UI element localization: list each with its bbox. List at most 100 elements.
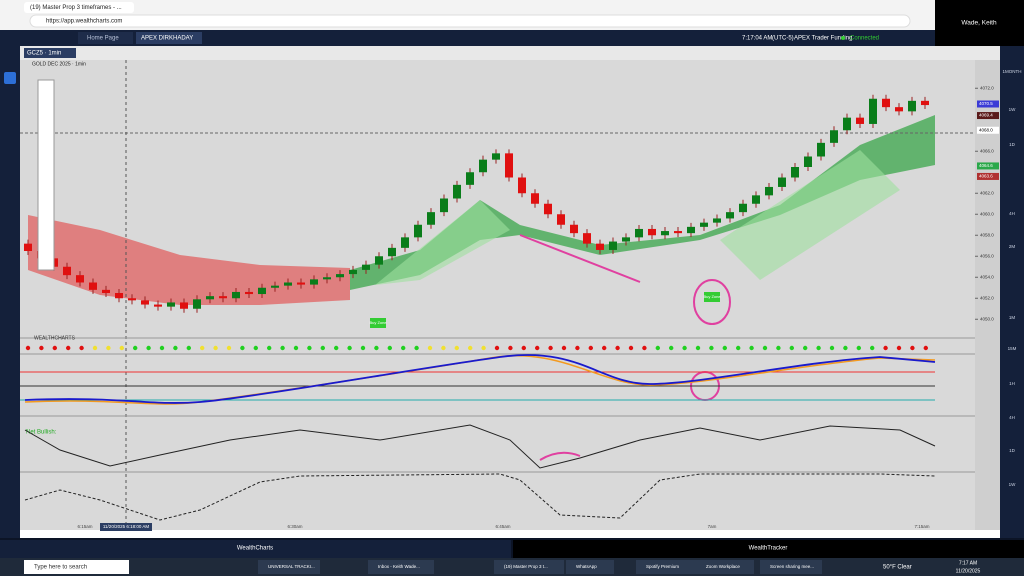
chart-title: GOLD DEC 2025 · 1min [32, 61, 86, 67]
indicator-name: WEALTHCHARTS [34, 335, 76, 341]
taskbar-app[interactable] [760, 560, 822, 574]
taskbar-app[interactable] [368, 560, 434, 574]
clock: 7:17:04 AM [742, 36, 772, 42]
annotation-stroke [519, 234, 641, 461]
taskbar-app-label: WhatsApp [576, 564, 597, 569]
candle [440, 198, 448, 213]
taskbar-app[interactable] [566, 560, 614, 574]
connection: Connected [850, 36, 879, 42]
signal-dot [267, 345, 272, 351]
candle [518, 177, 526, 194]
symbol-tab[interactable] [24, 48, 76, 58]
candle [362, 264, 370, 270]
signal-dot [923, 345, 928, 351]
price-label: 4052.0 [980, 295, 994, 300]
account: APEX Trader Funding [794, 36, 852, 42]
timeframe[interactable]: 4H [1009, 211, 1015, 216]
footer-tab[interactable] [0, 540, 511, 558]
candle [271, 285, 279, 288]
signal-dot [347, 345, 352, 351]
timeframe[interactable]: 1W [1009, 107, 1017, 112]
candle [206, 296, 214, 300]
signal-dot [615, 345, 620, 351]
buy-cloud [375, 150, 900, 285]
taskbar-app[interactable] [494, 560, 564, 574]
signal-dot [253, 345, 258, 351]
signal-dot [454, 345, 459, 351]
url: https://app.wealthcharts.com [46, 19, 122, 25]
app-header [0, 30, 935, 46]
oscillator-line [24, 354, 936, 404]
candle [908, 100, 916, 112]
symbol-tab-label: GCZ5 · 1min [27, 51, 61, 57]
candle [63, 266, 71, 276]
time-label: 6:15am [77, 524, 92, 529]
timeframe[interactable]: 1H [1009, 381, 1015, 386]
signal-dot [682, 345, 687, 351]
signal-dot [709, 345, 714, 351]
signal-dot [213, 345, 218, 351]
signal-dot [360, 345, 366, 351]
timeframe[interactable]: 4H [1009, 415, 1015, 420]
taskbar-time: 7:17 AM [959, 560, 977, 566]
timeframe[interactable]: 1M [1009, 315, 1016, 320]
signal-dot [535, 345, 540, 351]
signal-dot [280, 345, 285, 351]
candle [232, 291, 240, 299]
left-toolbar [0, 46, 20, 538]
candle [453, 184, 461, 199]
candle [583, 233, 591, 244]
candle [895, 107, 903, 112]
timeframe[interactable]: 2M [1009, 244, 1016, 249]
add-button[interactable] [4, 72, 16, 84]
time-label: 7:15am [914, 524, 929, 529]
signal-dot [548, 345, 553, 351]
timeframe[interactable]: 1W [1009, 482, 1017, 487]
signal-dot [642, 345, 647, 351]
signal-dot [494, 345, 500, 351]
sentiment: Net Bullish: [26, 430, 57, 436]
candle [388, 247, 396, 257]
cursor-time-box [100, 523, 152, 531]
app-tab[interactable] [78, 32, 133, 44]
address-bar[interactable] [29, 14, 911, 28]
app-tab[interactable] [136, 32, 202, 44]
app-tab-label: Home Page [87, 36, 119, 42]
candle [24, 243, 32, 251]
candle [89, 282, 97, 290]
signal-dot [575, 345, 580, 351]
price-tag [977, 172, 999, 180]
price-tag-label: 4070.5 [979, 101, 993, 106]
footer-tab[interactable] [513, 540, 1024, 558]
candle [479, 159, 487, 173]
taskbar-app-label: Zoom Workplace [706, 564, 740, 569]
taskbar-app[interactable] [258, 560, 320, 574]
signal-dot [588, 345, 593, 351]
search-box[interactable] [24, 560, 129, 574]
price-label: 4050.0 [980, 316, 994, 321]
bear-ribbon [28, 215, 350, 305]
taskbar-app[interactable] [696, 560, 754, 574]
signal-dot [119, 345, 125, 351]
timeframe[interactable]: 1MONTH [1003, 69, 1022, 74]
cycle-line [24, 473, 936, 521]
signal-dot [521, 345, 526, 351]
drawing-tools[interactable] [37, 79, 55, 271]
zone-badge [704, 292, 720, 302]
candle [648, 228, 656, 236]
signal-dot [293, 345, 299, 351]
signal-dot [883, 345, 888, 351]
price-tag [977, 112, 999, 120]
signal-dot [441, 345, 446, 351]
signal-dot [226, 345, 232, 351]
browser-tab[interactable] [24, 2, 134, 13]
timeframe[interactable]: 1D [1009, 448, 1016, 453]
price-label: 4056.0 [980, 253, 994, 258]
timeframe[interactable]: 1D [1009, 142, 1016, 147]
timeframe[interactable]: 15M [1008, 346, 1017, 351]
candle [115, 293, 123, 299]
taskbar-app[interactable] [636, 560, 696, 574]
candle [141, 300, 149, 305]
candle [297, 282, 305, 285]
